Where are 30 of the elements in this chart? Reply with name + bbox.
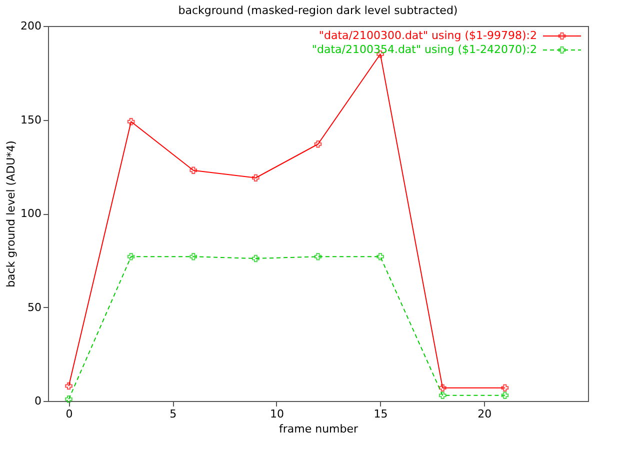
point — [376, 252, 384, 260]
x-axis-title: frame number — [278, 422, 358, 436]
point — [65, 382, 72, 390]
point — [252, 174, 260, 182]
x-tick-label: 5 — [170, 408, 177, 420]
point — [127, 118, 135, 126]
point — [314, 140, 322, 148]
point — [501, 392, 509, 400]
point — [65, 395, 72, 403]
x-tick-label: 20 — [478, 408, 492, 420]
y-tick-label: 0 — [34, 394, 42, 408]
y-tick-label: 50 — [28, 300, 42, 314]
x-tick-label: 0 — [66, 408, 73, 420]
point — [314, 252, 322, 260]
y-axis-title: back ground level (ADU*4) — [4, 140, 18, 288]
point — [438, 392, 446, 400]
legend-label: "data/2100300.dat" using ($1-99798):2 — [318, 29, 537, 42]
chart-title: background (masked-region dark level subtracted) — [178, 4, 458, 17]
legend-label: "data/2100354.dat" using ($1-242070):2 — [312, 43, 537, 56]
x-tick-label: 15 — [374, 408, 388, 420]
point — [501, 384, 509, 392]
point — [127, 252, 135, 260]
x-tick-label: 10 — [270, 408, 284, 420]
point — [438, 384, 446, 392]
point — [252, 254, 260, 262]
point — [190, 252, 198, 260]
y-tick-label: 200 — [20, 20, 42, 32]
y-tick-label: 150 — [20, 113, 42, 126]
point — [190, 166, 198, 174]
y-tick-label: 100 — [20, 207, 42, 220]
